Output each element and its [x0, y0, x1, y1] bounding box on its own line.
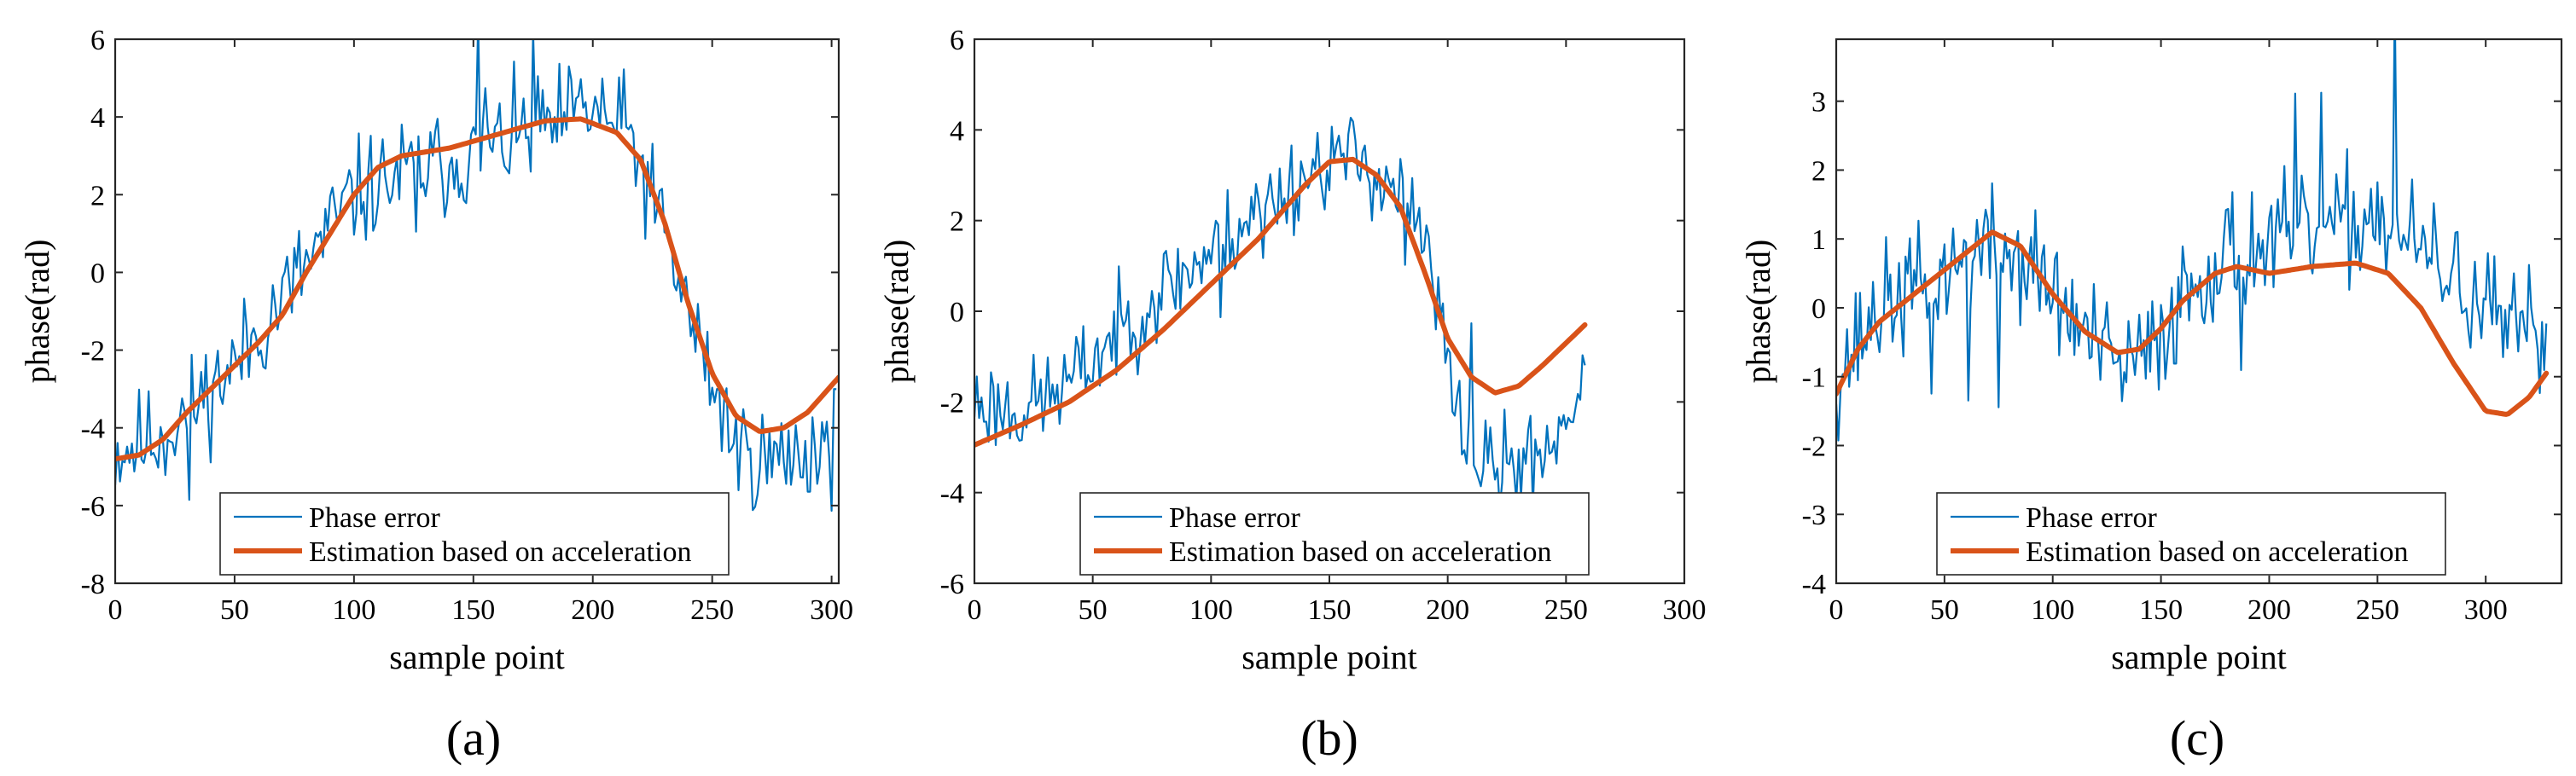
x-tick-label: 250: [1544, 594, 1588, 626]
x-axis-label: sample point: [2111, 638, 2287, 676]
series-phase-error: [974, 117, 1586, 510]
plot-area: [974, 117, 1588, 510]
x-tick-label: 300: [1663, 594, 1707, 626]
legend-box: [1079, 492, 1590, 576]
y-axis-label: phase(rad): [1739, 240, 1777, 384]
legend-label-estimation: Estimation based on acceleration: [2026, 536, 2408, 568]
x-tick-label: 200: [571, 594, 614, 626]
y-tick-label: 0: [1811, 293, 1826, 325]
y-tick-label: -6: [81, 491, 105, 523]
legend-box: [1936, 492, 2446, 576]
y-tick-label: -6: [940, 569, 964, 600]
legend-label-estimation: Estimation based on acceleration: [309, 536, 691, 568]
y-axis-label: phase(rad): [877, 240, 916, 384]
y-tick-label: 4: [950, 115, 964, 147]
y-tick-label: 4: [90, 102, 105, 134]
y-tick-label: 2: [1811, 155, 1826, 187]
legend-box: [219, 492, 730, 576]
subfigure-label: (c): [2170, 710, 2224, 766]
series-estimation: [115, 116, 839, 462]
y-tick-label: -2: [1802, 431, 1826, 462]
y-tick-label: -2: [940, 387, 964, 419]
axes-frame: [113, 38, 840, 585]
y-tick-label: 1: [1811, 224, 1826, 256]
y-tick-label: 6: [90, 25, 105, 56]
chart-panel-c: 0 50 100 150 200 250 300 -4 -3 -2 -1 0 1 2 3 sample poi…: [1739, 38, 2563, 766]
x-axis-label: sample point: [1241, 638, 1417, 676]
subfigure-label: (a): [446, 710, 501, 766]
y-tick-label: 2: [950, 206, 964, 238]
y-tick-label: -3: [1802, 500, 1826, 531]
y-tick-label: 3: [1811, 87, 1826, 119]
plot-area: [115, 39, 839, 513]
x-axis-label: sample point: [389, 638, 565, 676]
x-tick-label: 300: [810, 594, 853, 626]
legend-label-phase-error: Phase error: [309, 502, 441, 534]
x-tick-label: 50: [220, 594, 249, 626]
y-tick-label: -8: [81, 569, 105, 600]
y-tick-label: 6: [950, 25, 964, 56]
legend-label-phase-error: Phase error: [2026, 502, 2158, 534]
x-tick-label: 300: [2464, 594, 2508, 626]
y-tick-label: 0: [90, 258, 105, 289]
x-tick-label: 150: [1308, 594, 1352, 626]
subfigure-label: (b): [1300, 710, 1358, 766]
y-tick-label: -1: [1802, 362, 1826, 394]
chart-panel-a: 0 50 100 150 200 250 300 -8 -6 -4 -2 0 2 4 6 sample poi…: [18, 25, 853, 766]
x-tick-label: 150: [2139, 594, 2183, 626]
y-tick-label: -4: [940, 478, 964, 510]
plot-area: [1836, 39, 2550, 442]
x-tick-label: 50: [1079, 594, 1108, 626]
x-tick-label: 150: [451, 594, 495, 626]
x-tick-label: 0: [968, 594, 982, 626]
series-estimation: [974, 156, 1588, 448]
y-tick-label: -4: [81, 414, 105, 445]
y-tick-label: 0: [950, 297, 964, 328]
x-tick-label: 0: [108, 594, 123, 626]
x-tick-label: 50: [1930, 594, 1959, 626]
x-tick-label: 250: [690, 594, 734, 626]
series-phase-error: [115, 39, 837, 513]
x-tick-label: 100: [2031, 594, 2074, 626]
x-tick-label: 0: [1829, 594, 1844, 626]
y-tick-label: 2: [90, 180, 105, 211]
chart-panel-b: 0 50 100 150 200 250 300 -6 -4 -2 0 2 4 6 sample point…: [877, 25, 1707, 766]
y-axis-label: phase(rad): [18, 240, 56, 384]
series-estimation: [1836, 229, 2550, 417]
series-phase-error: [1836, 39, 2548, 442]
x-tick-label: 100: [332, 594, 375, 626]
legend-label-phase-error: Phase error: [1169, 502, 1301, 534]
x-tick-label: 250: [2356, 594, 2399, 626]
x-tick-label: 200: [2247, 594, 2291, 626]
y-tick-label: -4: [1802, 569, 1826, 600]
x-tick-label: 200: [1426, 594, 1469, 626]
x-tick-label: 100: [1189, 594, 1233, 626]
legend-label-estimation: Estimation based on acceleration: [1169, 536, 1551, 568]
axes-frame: [1835, 38, 2563, 585]
y-tick-label: -2: [81, 336, 105, 368]
